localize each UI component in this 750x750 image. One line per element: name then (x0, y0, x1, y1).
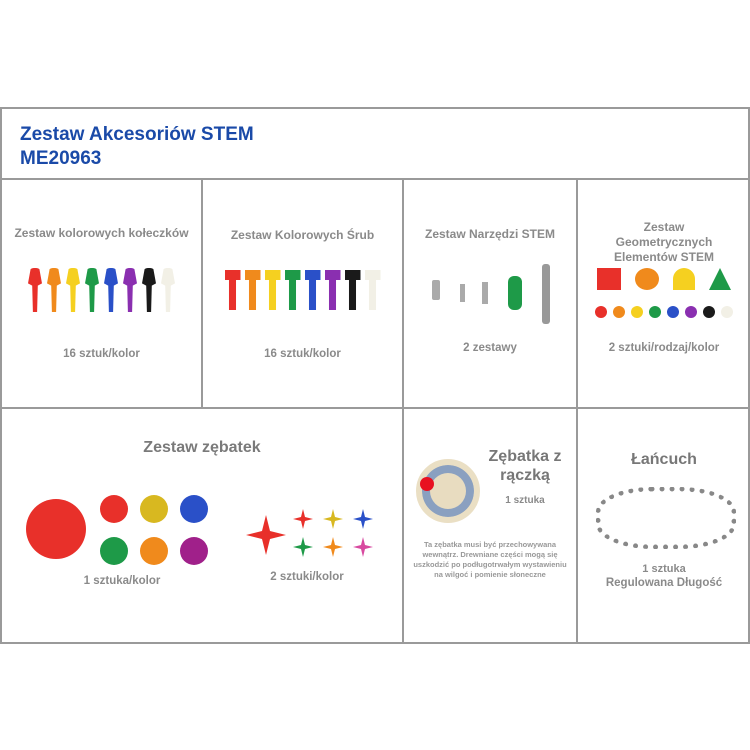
title: Zestaw Akcesoriów STEM ME20963 (20, 123, 254, 171)
cell-title: Zestaw Kolorowych Śrub (230, 228, 375, 242)
storage-note: Ta zębatka musi być przechowywana wewnąt… (413, 540, 567, 579)
cell-gears: Zestaw zębatek 1 sztuka/kolor 2 sztuki/k… (2, 409, 404, 644)
cell-title: Zestaw Narzędzi STEM (424, 227, 556, 241)
dot-item (595, 306, 607, 318)
cell-title: Łańcuch (631, 451, 697, 468)
small-gears (292, 509, 374, 557)
dot-item (667, 306, 679, 318)
small-gear (353, 509, 373, 529)
dot-item (613, 306, 625, 318)
shapes-image (578, 268, 750, 290)
screw-item (264, 270, 281, 310)
cell-title: Zestaw zębatek (143, 439, 261, 456)
cell-caption: 1 sztuka (642, 563, 686, 575)
product-title: Zestaw Akcesoriów STEM (20, 124, 254, 145)
small-gear (293, 537, 313, 557)
peg-item (47, 268, 61, 312)
screw-item (284, 270, 301, 310)
peg-item (142, 268, 156, 312)
dot-item (649, 306, 661, 318)
dot-item (703, 306, 715, 318)
cell-caption: 16 sztuk/kolor (264, 348, 341, 360)
screw-item (344, 270, 361, 310)
screw-item (224, 270, 241, 310)
peg-item (161, 268, 175, 312)
color-dots (578, 306, 750, 318)
cell-caption: 2 zestawy (463, 342, 517, 354)
pegs-image (2, 268, 201, 312)
small-gear (293, 509, 313, 529)
peg-item (28, 268, 42, 312)
dot-item (685, 306, 697, 318)
cell-title: Zestaw Geometrycznych Elementów STEM (613, 220, 714, 264)
peg-item (104, 268, 118, 312)
screw-item (364, 270, 381, 310)
dot-item (721, 306, 733, 318)
gear-handle-image (416, 459, 480, 523)
small-gear (323, 509, 343, 529)
cell-geometric: Zestaw Geometrycznych Elementów STEM 2 s… (578, 180, 750, 409)
tools-image (424, 262, 564, 327)
cell-pegs: Zestaw kolorowych kołeczków 16 sztuk/kol… (2, 180, 203, 409)
screws-image (203, 270, 402, 310)
cell-gear-handle: Zębatka z rączką 1 sztuka Ta zębatka mus… (404, 409, 578, 644)
cell-title: Zębatka z rączką (488, 448, 562, 484)
cell-caption-right: 2 sztuki/kolor (270, 571, 344, 583)
screw-item (244, 270, 261, 310)
dot-item (631, 306, 643, 318)
peg-item (66, 268, 80, 312)
chain-image (596, 487, 736, 549)
screw-item (324, 270, 341, 310)
peg-item (85, 268, 99, 312)
cell-caption: 1 sztuka (505, 495, 545, 506)
header: Zestaw Akcesoriów STEM ME20963 (2, 109, 748, 180)
small-gear (323, 537, 343, 557)
small-gear (353, 537, 373, 557)
screw-item (304, 270, 321, 310)
cell-caption-left: 1 sztuka/kolor (83, 575, 161, 587)
cell-caption: 16 sztuk/kolor (63, 348, 140, 360)
cell-title: Zestaw kolorowych kołeczków (14, 226, 189, 240)
cell-tools: Zestaw Narzędzi STEM 2 zestawy (404, 180, 578, 409)
product-code: ME20963 (20, 148, 102, 169)
cell-screws: Zestaw Kolorowych Śrub 16 sztuk/kolor (203, 180, 404, 409)
cell-caption-2: Regulowana Długość (605, 577, 723, 589)
product-sheet: Zestaw Akcesoriów STEM ME20963 Zestaw kol… (0, 107, 750, 644)
cell-caption: 2 sztuki/rodzaj/kolor (608, 342, 720, 354)
cell-chain: Łańcuch 1 sztuka Regulowana Długość (578, 409, 750, 644)
peg-item (123, 268, 137, 312)
